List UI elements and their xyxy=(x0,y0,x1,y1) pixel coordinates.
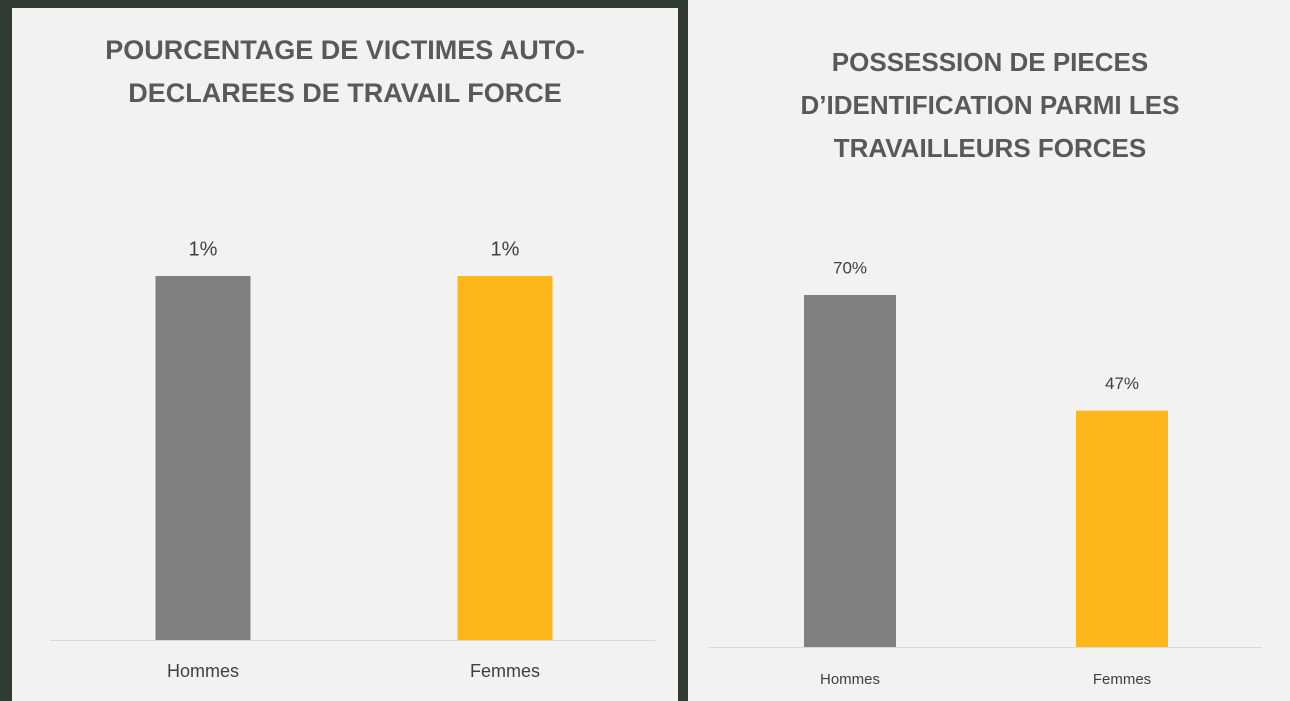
bar xyxy=(457,276,553,640)
chart-title: POSSESSION DE PIECES D’IDENTIFICATION PA… xyxy=(800,47,1180,163)
x-tick-label: Femmes xyxy=(470,661,540,681)
x-tick-label: Femmes xyxy=(1093,671,1151,688)
data-label: 1% xyxy=(491,238,520,260)
bar xyxy=(1076,410,1168,647)
data-label: 70% xyxy=(833,258,867,277)
chart-title: POURCENTAGE DE VICTIMES AUTO-DECLAREES D… xyxy=(105,35,585,108)
bar xyxy=(155,276,251,640)
panel xyxy=(688,0,1290,701)
data-label: 47% xyxy=(1105,374,1139,393)
data-label: 1% xyxy=(189,238,218,260)
x-tick-label: Hommes xyxy=(820,671,880,688)
panel xyxy=(12,8,678,701)
bar xyxy=(804,295,896,647)
x-tick-label: Hommes xyxy=(167,661,239,681)
